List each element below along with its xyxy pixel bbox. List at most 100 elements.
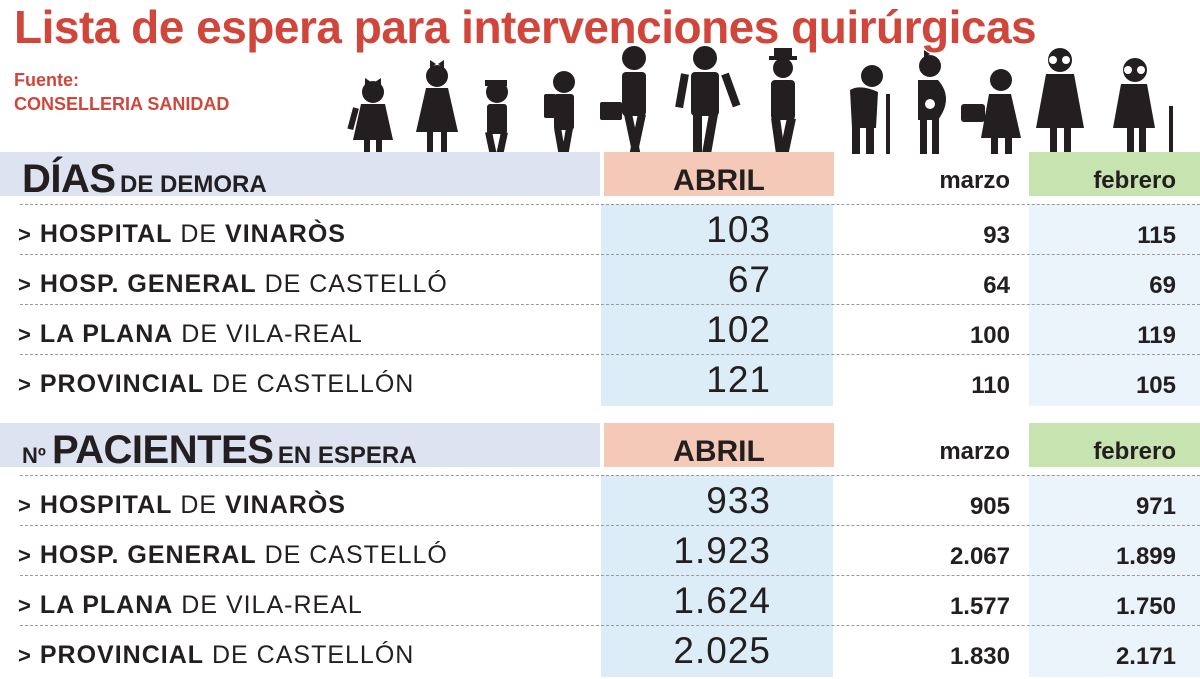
figures-svg (347, 46, 1173, 154)
row-arrow: > (18, 222, 32, 247)
value-abril: 102 (706, 309, 771, 350)
row-divider (20, 304, 1200, 305)
boy-with-cap-icon (485, 80, 508, 154)
value-abril: 67 (727, 259, 771, 300)
value-marzo: 1.830 (949, 643, 1010, 670)
table-row: > PROVINCIAL DE CASTELLÓN 2.025 1.830 2.1… (18, 625, 1200, 675)
febrero-header-bg (1029, 423, 1200, 467)
column-header-abril: ABRIL (673, 164, 765, 197)
hospital-name-strong: PROVINCIAL (39, 370, 205, 398)
value-febrero: 2.171 (1115, 643, 1176, 670)
value-marzo: 93 (983, 222, 1010, 249)
value-marzo: 905 (969, 493, 1010, 520)
table-row: > HOSPITAL DE VINARÒS 103 93 115 (18, 204, 1200, 254)
column-header-marzo: marzo (939, 167, 1010, 194)
febrero-column-bg (1029, 475, 1200, 677)
section-header-band (0, 423, 600, 467)
row-arrow: > (18, 593, 32, 618)
table-row: > LA PLANA DE VILA-REAL 1.624 1.577 1.750 (18, 575, 1200, 625)
column-header-febrero: febrero (1093, 167, 1176, 194)
abril-header-bg (604, 152, 834, 196)
girl-with-bow-icon (416, 60, 458, 154)
hospital-name-place: VINARÒS (225, 220, 346, 248)
hospital-name-strong: HOSPITAL (39, 491, 173, 519)
value-febrero: 971 (1135, 493, 1176, 520)
value-marzo: 1.577 (949, 593, 1010, 620)
value-febrero: 105 (1135, 372, 1176, 399)
elderly-woman-with-cane-icon (1169, 106, 1173, 154)
section-title-rest: DE DEMORA (120, 171, 267, 198)
hospital-name-weak: DE VILA-REAL (181, 320, 363, 348)
table-row: > HOSP. GENERAL DE CASTELLÓ 67 64 69 (18, 254, 1200, 304)
table-row: > PROVINCIAL DE CASTELLÓN 121 110 105 (18, 354, 1200, 404)
column-header-febrero: febrero (1093, 438, 1176, 465)
hospital-name-weak: DE CASTELLÓ (264, 270, 448, 298)
pregnant-woman-icon (918, 50, 946, 154)
value-abril: 1.923 (673, 530, 771, 571)
row-divider (20, 254, 1200, 255)
row-arrow: > (18, 493, 32, 518)
value-abril: 121 (706, 359, 771, 400)
hospital-name-strong: HOSP. GENERAL (39, 541, 257, 569)
silhouette-figures (345, 46, 1200, 154)
hospital-name-weak: DE CASTELLÓ (264, 541, 448, 569)
hospital-name-weak: DE CASTELLÓN (212, 641, 415, 669)
woman-with-bag-icon (961, 69, 1021, 154)
febrero-header-bg (1029, 152, 1200, 196)
section-title-rest: EN ESPERA (277, 442, 417, 469)
elderly-woman-icon (1036, 48, 1084, 154)
row-divider (20, 625, 1200, 626)
section-header-band (0, 152, 600, 196)
girl-with-bow-icon (347, 78, 393, 154)
value-febrero: 119 (1137, 322, 1176, 349)
source-label: Fuente: (14, 70, 79, 90)
student-with-briefcase-icon (600, 46, 646, 154)
row-divider (20, 204, 1200, 205)
elderly-man-with-cane-icon (850, 65, 890, 154)
source-name: CONSELLERIA SANIDAD (14, 94, 230, 114)
value-marzo: 100 (969, 322, 1010, 349)
hospital-name-strong: PROVINCIAL (39, 641, 205, 669)
abril-column-bg (601, 475, 833, 677)
table-row: > HOSP. GENERAL DE CASTELLÓ 1.923 2.067 1… (18, 525, 1200, 575)
value-febrero: 115 (1137, 222, 1176, 249)
hospital-name: > LA PLANA DE VILA-REAL (18, 312, 363, 352)
value-marzo: 2.067 (949, 543, 1010, 570)
hospital-name-weak: DE (180, 491, 218, 519)
table-row: > LA PLANA DE VILA-REAL 102 100 119 (18, 304, 1200, 354)
row-arrow: > (18, 643, 32, 668)
hospital-name: > HOSPITAL DE VINARÒS (18, 483, 346, 523)
section-title-main: PACIENTES (51, 428, 274, 472)
section-title-main: DÍAS (22, 157, 116, 201)
value-febrero: 1.750 (1115, 593, 1176, 620)
value-abril: 933 (706, 480, 771, 521)
man-with-hat-icon (769, 48, 797, 154)
hospital-name: > LA PLANA DE VILA-REAL (18, 583, 363, 623)
hospital-name-strong: HOSP. GENERAL (39, 270, 257, 298)
row-arrow: > (18, 372, 32, 397)
section-title: DÍAS DE DEMORA (22, 154, 267, 201)
row-divider (20, 354, 1200, 355)
abril-column-bg (601, 204, 833, 406)
abril-header-bg (604, 423, 834, 467)
hospital-name-weak: DE VILA-REAL (181, 591, 363, 619)
value-febrero: 69 (1149, 272, 1176, 299)
table-row: > HOSPITAL DE VINARÒS 933 905 971 (18, 475, 1200, 525)
value-marzo: 64 (983, 272, 1010, 299)
hospital-name: > PROVINCIAL DE CASTELLÓN (18, 362, 414, 402)
section-title-prefix: Nº (22, 443, 46, 468)
value-abril: 103 (706, 209, 771, 250)
hospital-name: > HOSP. GENERAL DE CASTELLÓ (18, 533, 448, 573)
row-arrow: > (18, 272, 32, 297)
page-title: Lista de espera para intervenciones quir… (14, 1, 1037, 53)
row-divider (20, 525, 1200, 526)
source-note: Fuente: CONSELLERIA SANIDAD (14, 68, 229, 116)
febrero-column-bg (1029, 204, 1200, 406)
hospital-name: > PROVINCIAL DE CASTELLÓN (18, 633, 414, 673)
value-febrero: 1.899 (1115, 543, 1176, 570)
value-marzo: 110 (971, 372, 1010, 399)
row-divider (20, 575, 1200, 576)
hospital-name-place: VINARÒS (225, 491, 346, 519)
row-arrow: > (18, 322, 32, 347)
hospital-name-weak: DE (180, 220, 218, 248)
